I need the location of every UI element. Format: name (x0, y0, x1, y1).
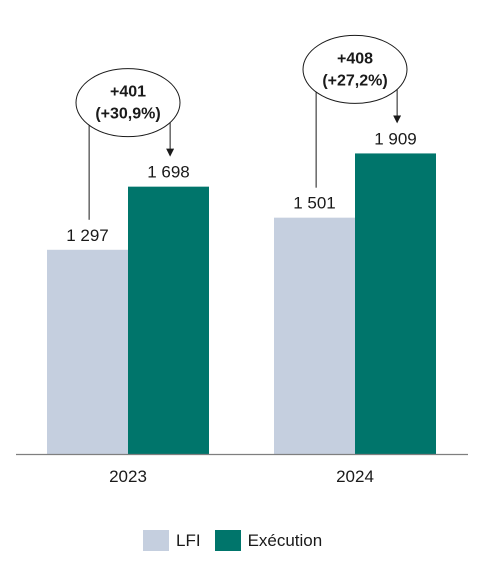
legend-swatch-lfi (143, 530, 169, 551)
legend-item-execution: Exécution (214, 530, 323, 551)
legend: LFI Exécution (143, 530, 336, 551)
annotation-percent-2024: (+27,2%) (322, 72, 387, 89)
data-label-execution-2023: 1 698 (147, 163, 190, 182)
annotation-percent-2023: (+30,9%) (95, 106, 160, 123)
legend-item-lfi: LFI (143, 530, 201, 551)
data-label-lfi-2023: 1 297 (66, 226, 109, 245)
x-tick-label-2024: 2024 (336, 467, 374, 486)
legend-swatch-execution (214, 530, 241, 551)
x-tick-label-2023: 2023 (109, 467, 147, 486)
annotation-delta-2024: +408 (337, 50, 373, 67)
bar-lfi-2023 (47, 249, 128, 454)
bar-lfi-2024 (274, 217, 355, 454)
data-label-lfi-2024: 1 501 (293, 194, 336, 213)
bar-execution-2023 (128, 186, 209, 454)
data-label-execution-2024: 1 909 (374, 129, 417, 148)
annotation-delta-2023: +401 (110, 84, 146, 101)
legend-label-execution: Exécution (247, 530, 323, 550)
legend-label-lfi: LFI (176, 530, 201, 550)
annotation-bubble-2024 (302, 34, 408, 104)
bar-execution-2024 (355, 153, 436, 455)
annotation-bubble-2023 (75, 68, 181, 138)
